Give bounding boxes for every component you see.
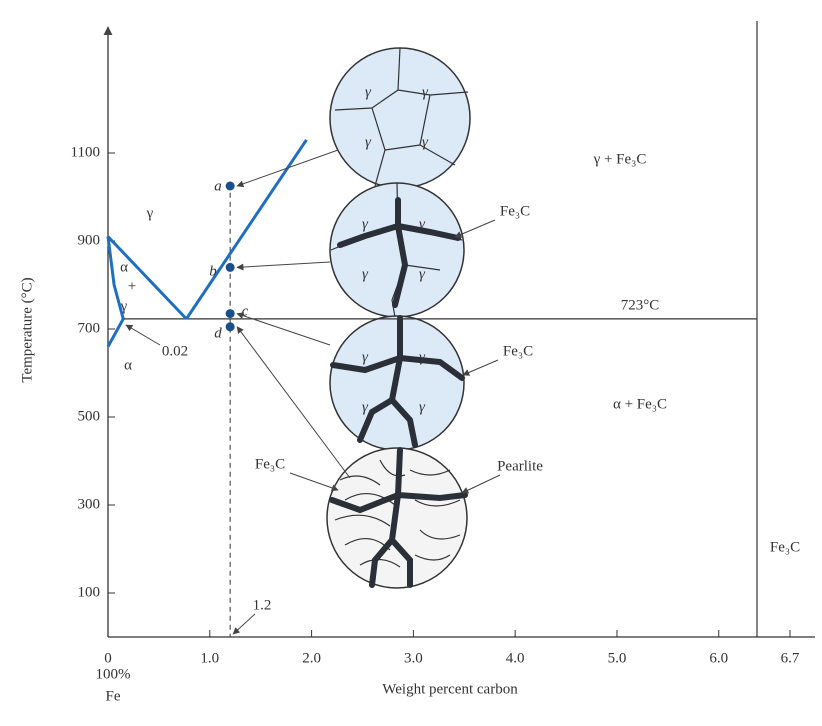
x-axis-label: Weight percent carbon (382, 681, 518, 697)
y-tick-label: 700 (78, 320, 101, 336)
y-tick-label: 300 (78, 496, 101, 512)
composition-label: 1.2 (253, 597, 272, 613)
x-tick-label: 0 (104, 650, 112, 666)
region-label: γ + Fe₃C (593, 151, 647, 167)
y-axis-label: Temperature (°C) (19, 277, 35, 382)
phase-boundary (108, 319, 123, 347)
x-tick-label: 5.0 (608, 650, 627, 666)
region-label: 100% (96, 666, 131, 682)
x-tick-label: 6.7 (781, 650, 800, 666)
point-label: b (209, 263, 217, 279)
chart: 100 300 500 700 900 1100 0 1.0 2.0 3.0 4.0 5.0 6.0 6.… (0, 0, 822, 726)
region-label: + (128, 278, 136, 294)
point (226, 263, 235, 272)
callout-label: Fe₃C (503, 343, 533, 359)
y-tick-label: 1100 (71, 144, 100, 160)
region-label: Fe (106, 688, 121, 704)
arrow (463, 360, 498, 375)
point (226, 182, 235, 191)
arrow (462, 475, 500, 493)
callout-label: Fe₃C (500, 203, 530, 219)
callout-label: Fe₃C (255, 456, 285, 472)
x-tick-label: 4.0 (506, 650, 525, 666)
x-tick-label: 1.0 (200, 650, 219, 666)
microstructure-drawings (327, 48, 470, 588)
region-label: α (124, 357, 132, 373)
arrow (126, 325, 160, 345)
point (226, 322, 235, 331)
arrow (233, 614, 255, 634)
arrow (290, 473, 338, 490)
phase-boundary (186, 140, 306, 319)
eutectoid-label: 723°C (621, 297, 660, 313)
y-tick-label: 900 (78, 232, 101, 248)
region-label: α + Fe₃C (613, 396, 667, 412)
callout-label: Pearlite (497, 458, 543, 474)
region-label: 0.02 (162, 343, 188, 359)
point (226, 309, 235, 318)
region-label: α (120, 259, 128, 275)
x-tick-label: 3.0 (404, 650, 423, 666)
region-label: γ (146, 205, 154, 221)
arrow (237, 262, 330, 267)
y-tick-label: 100 (78, 584, 101, 600)
point-label: d (214, 325, 222, 341)
point-label: a (214, 178, 222, 194)
arrow (237, 150, 338, 186)
region-label: γ (120, 298, 128, 314)
x-tick-label: 6.0 (709, 650, 728, 666)
region-label: Fe₃C (770, 539, 800, 555)
x-tick-label: 2.0 (302, 650, 321, 666)
y-tick-label: 500 (78, 408, 101, 424)
